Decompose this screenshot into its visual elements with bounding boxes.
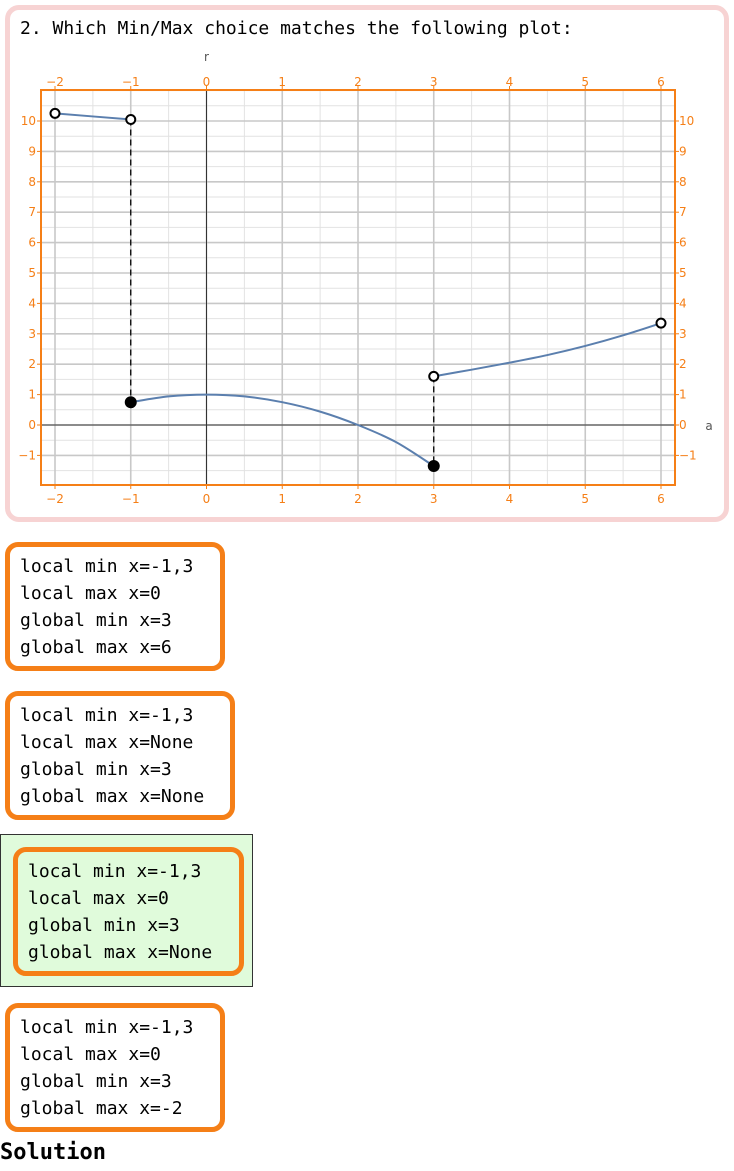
choice-line: global min x=3: [20, 759, 172, 780]
y-tick-label-left: 2: [28, 357, 36, 371]
series-line-3: [433, 322, 662, 378]
y-tick-label-right: 2: [679, 357, 687, 371]
choice-line: local max x=0: [20, 1044, 161, 1065]
choice-line: global min x=3: [28, 915, 180, 936]
y-tick-label-right: 9: [679, 144, 687, 158]
y-tick-label-left: −1: [18, 448, 36, 462]
y-tick-label-left: 7: [28, 205, 36, 219]
choice-line: global max x=-2: [20, 1098, 183, 1119]
choice-line: local min x=-1,3: [20, 705, 194, 726]
x-tick-label-top: −2: [46, 75, 64, 89]
y-tick-label-left: 8: [28, 175, 36, 189]
x-tick-label-bottom: 3: [430, 492, 438, 506]
choice-line: local min x=-1,3: [20, 556, 194, 577]
y-tick-label-right: 10: [679, 114, 694, 128]
x-tick-label-top: 2: [354, 75, 362, 89]
y-tick-label-right: 3: [679, 327, 687, 341]
x-axis-label: a: [705, 419, 712, 433]
choice-option-2[interactable]: local min x=-1,3 local max x=None global m…: [5, 691, 235, 820]
series-line-2: [130, 393, 435, 467]
solution-label[interactable]: Solution: [0, 1140, 106, 1165]
y-tick-label-left: 1: [28, 388, 36, 402]
open-point: [49, 107, 61, 119]
x-tick-label-bottom: 0: [203, 492, 211, 506]
y-tick-label-left: 5: [28, 266, 36, 280]
choice-option-3[interactable]: local min x=-1,3 local max x=0 global min …: [13, 847, 244, 976]
question-card: 2. Which Min/Max choice matches the foll…: [5, 5, 729, 522]
choice-option-1[interactable]: local min x=-1,3 local max x=0 global min …: [5, 542, 225, 671]
choice-line: local min x=-1,3: [20, 1017, 194, 1038]
x-tick-label-bottom: 6: [657, 492, 665, 506]
y-tick-label-left: 6: [28, 236, 36, 250]
y-tick-label-right: 6: [679, 236, 687, 250]
choice-line: global max x=None: [20, 786, 205, 807]
y-tick-label-left: 3: [28, 327, 36, 341]
y-tick-label-left: 9: [28, 144, 36, 158]
y-tick-label-right: 1: [679, 388, 687, 402]
x-tick-label-top: 5: [581, 75, 589, 89]
choice-line: local min x=-1,3: [28, 861, 202, 882]
x-tick-label-bottom: 2: [354, 492, 362, 506]
x-tick-label-bottom: 4: [506, 492, 514, 506]
open-point: [428, 370, 440, 382]
closed-point: [124, 396, 137, 409]
x-tick-label-top: 0: [203, 75, 211, 89]
x-tick-label-bottom: −2: [46, 492, 64, 506]
x-tick-label-top: 6: [657, 75, 665, 89]
question-text: 2. Which Min/Max choice matches the foll…: [20, 18, 573, 39]
y-tick-label-right: 8: [679, 175, 687, 189]
plot: −2 −2 −1 −1 0 0 1 1 2 2 3 3 4 4 5 5 6 6 −1 −1 0 0 1 1 2 2 3 3 4 4 5 5 6 6…: [18, 50, 712, 506]
x-tick-label-top: −1: [122, 75, 140, 89]
y-tick-label-left: 4: [28, 296, 36, 310]
y-axis-label: r: [204, 50, 209, 64]
open-point: [655, 317, 667, 329]
x-tick-label-top: 4: [506, 75, 514, 89]
choice-line: local max x=0: [28, 888, 169, 909]
y-tick-label-right: 0: [679, 418, 687, 432]
choice-line: global min x=3: [20, 610, 172, 631]
choice-line: global min x=3: [20, 1071, 172, 1092]
x-tick-label-bottom: 1: [278, 492, 286, 506]
y-tick-label-left: 0: [28, 418, 36, 432]
choice-line: local max x=0: [20, 583, 161, 604]
choice-line: local max x=None: [20, 732, 194, 753]
y-tick-label-right: 4: [679, 296, 687, 310]
open-point: [125, 113, 137, 125]
selected-choice-highlight: local min x=-1,3 local max x=0 global min …: [0, 834, 253, 987]
x-tick-label-top: 1: [278, 75, 286, 89]
y-tick-label-right: −1: [679, 448, 697, 462]
choice-line: global max x=None: [28, 942, 213, 963]
y-tick-label-left: 10: [21, 114, 36, 128]
closed-point: [427, 460, 440, 473]
x-tick-label-top: 3: [430, 75, 438, 89]
y-tick-label-right: 5: [679, 266, 687, 280]
x-tick-label-bottom: 5: [581, 492, 589, 506]
x-tick-label-bottom: −1: [122, 492, 140, 506]
choice-option-4[interactable]: local min x=-1,3 local max x=0 global min …: [5, 1003, 225, 1132]
choice-line: global max x=6: [20, 637, 172, 658]
y-tick-label-right: 7: [679, 205, 687, 219]
